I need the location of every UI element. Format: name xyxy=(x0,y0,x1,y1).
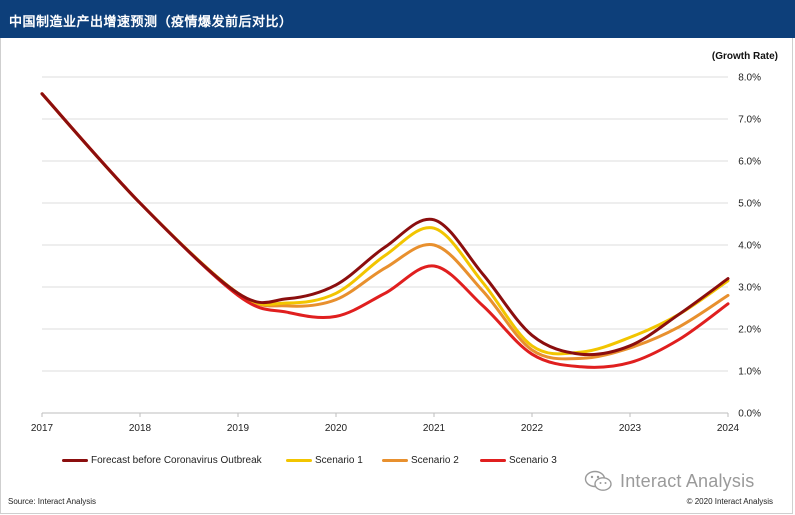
legend-swatch xyxy=(62,458,88,462)
y-tick-label: 8.0% xyxy=(738,73,761,84)
y-tick-label: 2.0% xyxy=(738,325,761,336)
gridlines xyxy=(41,76,729,417)
legend-item: Scenario 1 xyxy=(286,452,363,468)
y-tick-label: 4.0% xyxy=(738,241,761,252)
y-tick-label: 5.0% xyxy=(738,199,761,210)
x-tick-label: 2020 xyxy=(325,423,348,434)
y-tick-label: 0.0% xyxy=(738,409,761,420)
title-bar: 中国制造业产出增速预测（疫情爆发前后对比） xyxy=(0,0,795,38)
x-tick-label: 2022 xyxy=(521,423,544,434)
y-tick-labels: 0.0% 1.0% 2.0% 3.0% 4.0% 5.0% 6.0% 7.0% 8.0% xyxy=(738,73,761,420)
series-line-3 xyxy=(40,92,730,361)
series-lines xyxy=(40,92,730,369)
wechat-icon xyxy=(584,470,612,491)
legend-swatch xyxy=(480,458,506,462)
legend-label: Scenario 2 xyxy=(411,454,459,466)
y-tick-label: 3.0% xyxy=(738,283,761,294)
legend-swatch xyxy=(382,458,408,462)
legend-swatch xyxy=(286,458,312,462)
x-tick-label: 2021 xyxy=(423,423,446,434)
legend-label: Forecast before Coronavirus Outbreak xyxy=(91,454,262,466)
x-tick-label: 2024 xyxy=(717,423,740,434)
series-line-1 xyxy=(40,92,730,357)
chart-frame xyxy=(0,38,793,514)
chart-title: 中国制造业产出增速预测（疫情爆发前后对比） xyxy=(9,15,293,30)
x-tick-label: 2017 xyxy=(31,423,54,434)
legend-label: Scenario 3 xyxy=(509,454,557,466)
y-axis-label: (Growth Rate) xyxy=(712,51,778,62)
x-tick-label: 2023 xyxy=(619,423,642,434)
legend-item: Scenario 3 xyxy=(480,452,557,468)
y-tick-label: 6.0% xyxy=(738,157,761,168)
legend-item: Forecast before Coronavirus Outbreak xyxy=(62,452,262,468)
source-note: Source: Interact Analysis xyxy=(8,497,97,506)
x-tick-label: 2019 xyxy=(227,423,250,434)
watermark: Interact Analysis xyxy=(584,468,754,494)
y-tick-label: 1.0% xyxy=(738,367,761,378)
y-tick-label: 7.0% xyxy=(738,115,761,126)
x-tick-label: 2018 xyxy=(129,423,152,434)
legend-item: Scenario 2 xyxy=(382,452,459,468)
copyright-note: © 2020 Interact Analysis xyxy=(686,497,773,506)
series-line-2 xyxy=(40,92,730,356)
x-tick-labels: 2017 2018 2019 2020 2021 2022 2023 2024 xyxy=(31,423,740,434)
legend-label: Scenario 1 xyxy=(315,454,363,466)
series-line-4 xyxy=(40,92,730,369)
watermark-text: Interact Analysis xyxy=(620,470,755,491)
